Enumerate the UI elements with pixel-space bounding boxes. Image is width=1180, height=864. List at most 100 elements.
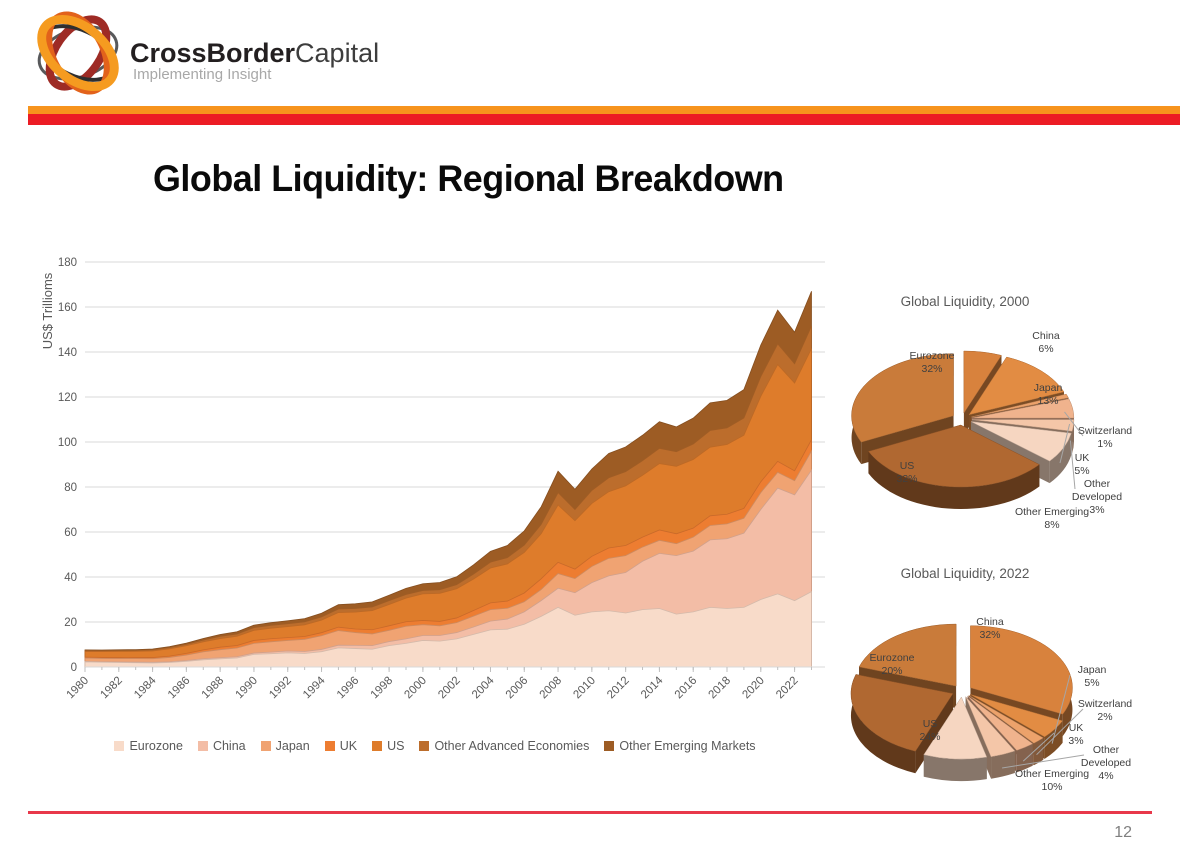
brand-light: Capital: [295, 38, 380, 68]
page-number: 12: [1114, 824, 1132, 841]
svg-text:2000: 2000: [402, 675, 429, 702]
svg-text:2008: 2008: [538, 675, 565, 702]
svg-text:100: 100: [58, 437, 77, 449]
svg-text:Switzerland: Switzerland: [1078, 698, 1132, 710]
header-stripe-red: [28, 114, 1180, 125]
svg-text:2%: 2%: [1097, 711, 1112, 723]
svg-text:80: 80: [64, 482, 77, 494]
svg-text:UK: UK: [1069, 722, 1084, 734]
legend-swatch: [260, 741, 271, 751]
svg-text:2020: 2020: [740, 675, 767, 702]
svg-text:1980: 1980: [65, 675, 92, 702]
svg-text:Switzerland: Switzerland: [1078, 425, 1132, 437]
legend-item: China: [197, 739, 246, 753]
pie-2022-title: Global Liquidity, 2022: [901, 566, 1030, 581]
svg-text:24%: 24%: [919, 731, 940, 743]
svg-text:2006: 2006: [504, 675, 531, 702]
svg-text:2018: 2018: [707, 675, 734, 702]
legend-item: Eurozone: [114, 739, 183, 753]
svg-text:5%: 5%: [1074, 465, 1089, 477]
svg-text:US: US: [923, 718, 938, 730]
legend-label: Other Advanced Economies: [434, 739, 590, 753]
svg-text:8%: 8%: [1044, 519, 1059, 531]
area-chart-canvas: 0 20 40 60 80 100 120 140 160 180 1980 1982 1984 1986…: [58, 257, 825, 701]
svg-text:Other Emerging: Other Emerging: [1015, 768, 1089, 780]
svg-text:1996: 1996: [335, 675, 362, 702]
legend-item: US: [372, 739, 404, 753]
svg-text:2012: 2012: [605, 675, 632, 702]
svg-text:UK: UK: [1075, 452, 1090, 464]
legend-item: Other Advanced Economies: [419, 739, 589, 753]
legend-label: UK: [339, 739, 358, 753]
legend-swatch: [419, 741, 430, 751]
legend-swatch: [114, 741, 125, 751]
svg-text:20%: 20%: [881, 665, 902, 677]
legend-label: China: [212, 739, 246, 753]
svg-text:120: 120: [58, 392, 77, 404]
legend-swatch: [604, 741, 615, 751]
brand-name: CrossBorderCapital: [130, 38, 379, 69]
svg-text:1994: 1994: [301, 674, 328, 701]
svg-text:180: 180: [58, 257, 77, 269]
footer-rule: [28, 811, 1152, 814]
svg-text:140: 140: [58, 347, 77, 359]
svg-text:1982: 1982: [98, 675, 125, 702]
svg-text:32%: 32%: [896, 473, 917, 485]
legend-swatch: [372, 741, 383, 751]
svg-text:40: 40: [64, 572, 77, 584]
svg-text:1988: 1988: [200, 675, 227, 702]
area-chart: US$ Trillioms 0 20 40 60 80 100 120 140 160 180 19…: [40, 257, 825, 701]
svg-text:3%: 3%: [1089, 504, 1104, 516]
legend-item: Other Emerging Markets: [604, 739, 756, 753]
svg-text:US: US: [900, 460, 915, 472]
svg-text:0: 0: [71, 662, 77, 674]
svg-text:20: 20: [64, 617, 77, 629]
svg-text:Japan: Japan: [1078, 664, 1107, 676]
svg-text:2004: 2004: [470, 674, 497, 701]
svg-text:Eurozone: Eurozone: [870, 652, 915, 664]
svg-text:1%: 1%: [1097, 438, 1112, 450]
svg-text:2002: 2002: [436, 675, 463, 702]
svg-text:2022: 2022: [774, 675, 801, 702]
chart-legend: Eurozone China Japan UK US Other Advanced Eco…: [85, 739, 785, 753]
svg-text:2014: 2014: [639, 674, 666, 701]
svg-text:60: 60: [64, 527, 77, 539]
y-axis-label: US$ Trillioms: [40, 272, 55, 349]
svg-text:6%: 6%: [1038, 343, 1053, 355]
company-logo-icon: [37, 11, 119, 95]
svg-text:Other: Other: [1084, 478, 1111, 490]
svg-text:Other Emerging: Other Emerging: [1015, 506, 1089, 518]
svg-text:1986: 1986: [166, 675, 193, 702]
legend-item: UK: [324, 739, 358, 753]
svg-text:3%: 3%: [1068, 735, 1083, 747]
svg-text:Developed: Developed: [1072, 491, 1122, 503]
svg-text:Other: Other: [1093, 744, 1120, 756]
svg-text:160: 160: [58, 302, 77, 314]
svg-text:1984: 1984: [132, 674, 159, 701]
header-stripe-orange: [28, 106, 1180, 114]
brand-tagline: Implementing Insight: [133, 66, 272, 83]
page-title: Global Liquidity: Regional Breakdown: [153, 158, 784, 199]
svg-text:China: China: [1032, 330, 1060, 342]
svg-text:2016: 2016: [673, 675, 700, 702]
legend-label: Eurozone: [129, 739, 183, 753]
svg-text:1998: 1998: [369, 675, 396, 702]
svg-text:32%: 32%: [979, 629, 1000, 641]
brand-bold: CrossBorder: [130, 38, 296, 68]
svg-text:32%: 32%: [921, 363, 942, 375]
legend-label: Japan: [275, 739, 310, 753]
legend-swatch: [197, 741, 208, 751]
svg-text:2010: 2010: [571, 675, 598, 702]
svg-text:China: China: [976, 616, 1004, 628]
svg-text:1992: 1992: [267, 675, 294, 702]
svg-text:Developed: Developed: [1081, 757, 1131, 769]
legend-label: Other Emerging Markets: [619, 739, 756, 753]
pie-2000-title: Global Liquidity, 2000: [901, 294, 1030, 309]
svg-text:10%: 10%: [1041, 781, 1062, 793]
svg-text:13%: 13%: [1037, 395, 1058, 407]
